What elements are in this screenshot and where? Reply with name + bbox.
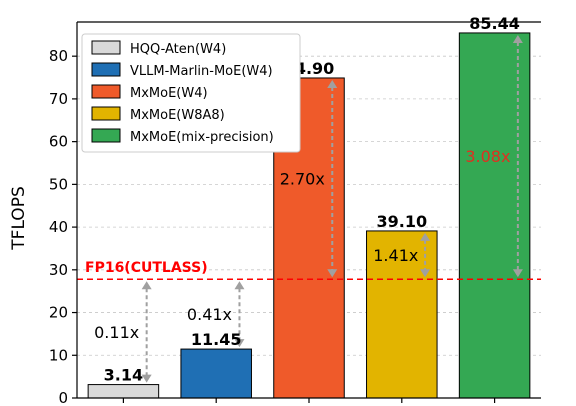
legend-frame: [81, 33, 301, 153]
y-tick-label: 60: [49, 133, 68, 151]
ratio-label: 0.11x: [94, 323, 139, 342]
y-tick-label: 80: [49, 47, 68, 65]
legend-entry-label: HQQ-Aten(W4): [130, 42, 226, 57]
legend: HQQ-Aten(W4) VLLM-Marlin-MoE(W4) MxMoE(W4)…: [81, 33, 301, 153]
ratio-arrows: 0.11x 0.41x 2.70x 1.41x 3.08x: [94, 34, 523, 383]
y-tick-label: 50: [49, 175, 68, 193]
y-tick-label: 20: [49, 304, 68, 322]
bar-value-label: 11.45: [191, 330, 242, 349]
legend-swatch: [91, 106, 121, 121]
legend-swatch: [91, 62, 121, 77]
ratio-label: 2.70x: [280, 170, 325, 189]
bar: [180, 348, 252, 399]
bar-value-label: 39.10: [376, 212, 427, 231]
bar-value-label: 3.14: [104, 366, 143, 385]
bar: [87, 384, 160, 399]
reference-line-label: FP16(CUTLASS): [85, 260, 208, 276]
ratio-arrow-head: [512, 269, 523, 278]
y-tick-label: 30: [49, 261, 68, 279]
y-tick-label: 10: [49, 346, 68, 364]
ratio-label: 1.41x: [373, 246, 418, 265]
y-tick-label: 0: [58, 389, 68, 406]
ratio-arrow-head: [141, 374, 152, 383]
axes: TFLOPS 0 10 20 30 40 50 60 70 80: [9, 21, 541, 406]
legend-entry-label: VLLM-Marlin-MoE(W4): [130, 64, 273, 79]
ratio-arrow-head: [234, 281, 245, 290]
legend-swatch: [91, 128, 121, 143]
ratio-arrow-head: [327, 79, 338, 88]
ratio-arrow-head: [420, 269, 431, 278]
ratio-label: 0.41x: [187, 305, 232, 324]
ratio-arrow-head: [512, 34, 523, 43]
bar: [366, 230, 438, 399]
legend-entry-label: MxMoE(mix-precision): [130, 130, 274, 145]
legend-swatch: [91, 84, 121, 99]
ratio-label: 3.08x: [465, 147, 510, 166]
ratio-arrow-head: [420, 232, 431, 241]
y-axis-label: TFLOPS: [9, 186, 29, 250]
y-tick-label: 70: [49, 90, 68, 108]
bar: [458, 32, 531, 399]
legend-entry-label: MxMoE(W4): [130, 86, 208, 101]
ratio-arrow-head: [327, 269, 338, 278]
reference-line-group: FP16(CUTLASS): [77, 260, 541, 280]
legend-entry-label: MxMoE(W8A8): [130, 108, 225, 123]
ratio-arrow-head: [234, 339, 245, 348]
legend-swatch: [91, 40, 121, 55]
bar-value-label: 85.44: [469, 14, 520, 33]
ratio-arrow-head: [141, 281, 152, 290]
y-tick-label: 40: [49, 218, 68, 236]
